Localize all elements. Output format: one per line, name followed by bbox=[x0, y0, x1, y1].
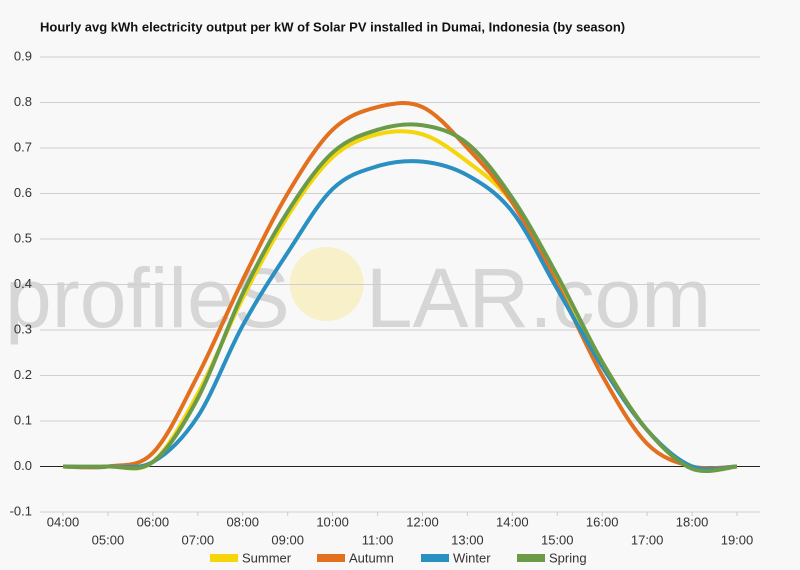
x-tick-label: 09:00 bbox=[271, 532, 304, 547]
x-tick-label: 18:00 bbox=[676, 514, 709, 529]
legend-swatch bbox=[317, 554, 345, 562]
legend-swatch bbox=[517, 554, 545, 562]
y-tick-label: 0.6 bbox=[14, 185, 32, 200]
legend-swatch bbox=[210, 554, 238, 562]
watermark: LAR.com bbox=[366, 251, 711, 345]
chart-title: Hourly avg kWh electricity output per kW… bbox=[40, 19, 625, 34]
y-tick-label: 0.1 bbox=[14, 412, 32, 427]
series-line bbox=[62, 122, 738, 474]
x-tick-label: 14:00 bbox=[496, 514, 529, 529]
x-tick-label: 19:00 bbox=[721, 532, 754, 547]
x-tick-label: 07:00 bbox=[182, 532, 215, 547]
legend-label: Spring bbox=[549, 550, 587, 565]
x-tick-label: 04:00 bbox=[47, 514, 80, 529]
legend-label: Autumn bbox=[349, 550, 394, 565]
y-tick-label: 0.9 bbox=[14, 48, 32, 63]
x-tick-label: 17:00 bbox=[631, 532, 664, 547]
x-tick-label: 10:00 bbox=[316, 514, 349, 529]
legend-label: Summer bbox=[242, 550, 292, 565]
x-tick-label: 12:00 bbox=[406, 514, 439, 529]
x-tick-label: 13:00 bbox=[451, 532, 484, 547]
y-tick-label: -0.1 bbox=[10, 503, 32, 518]
y-tick-label: 0.3 bbox=[14, 321, 32, 336]
x-tick-label: 16:00 bbox=[586, 514, 619, 529]
watermark: profileS bbox=[5, 251, 290, 345]
y-tick-label: 0.7 bbox=[14, 139, 32, 154]
y-tick-label: 0.4 bbox=[14, 276, 32, 291]
y-tick-label: 0.5 bbox=[14, 230, 32, 245]
legend-swatch bbox=[421, 554, 449, 562]
x-tick-label: 08:00 bbox=[226, 514, 259, 529]
x-tick-label: 11:00 bbox=[362, 532, 394, 547]
x-tick-label: 15:00 bbox=[541, 532, 574, 547]
x-tick-label: 06:00 bbox=[137, 514, 170, 529]
series-line bbox=[62, 101, 738, 471]
y-tick-label: 0.2 bbox=[14, 367, 32, 382]
y-tick-label: 0.0 bbox=[14, 458, 32, 473]
y-tick-label: 0.8 bbox=[14, 94, 32, 109]
x-tick-label: 05:00 bbox=[92, 532, 125, 547]
legend-label: Winter bbox=[453, 550, 491, 565]
